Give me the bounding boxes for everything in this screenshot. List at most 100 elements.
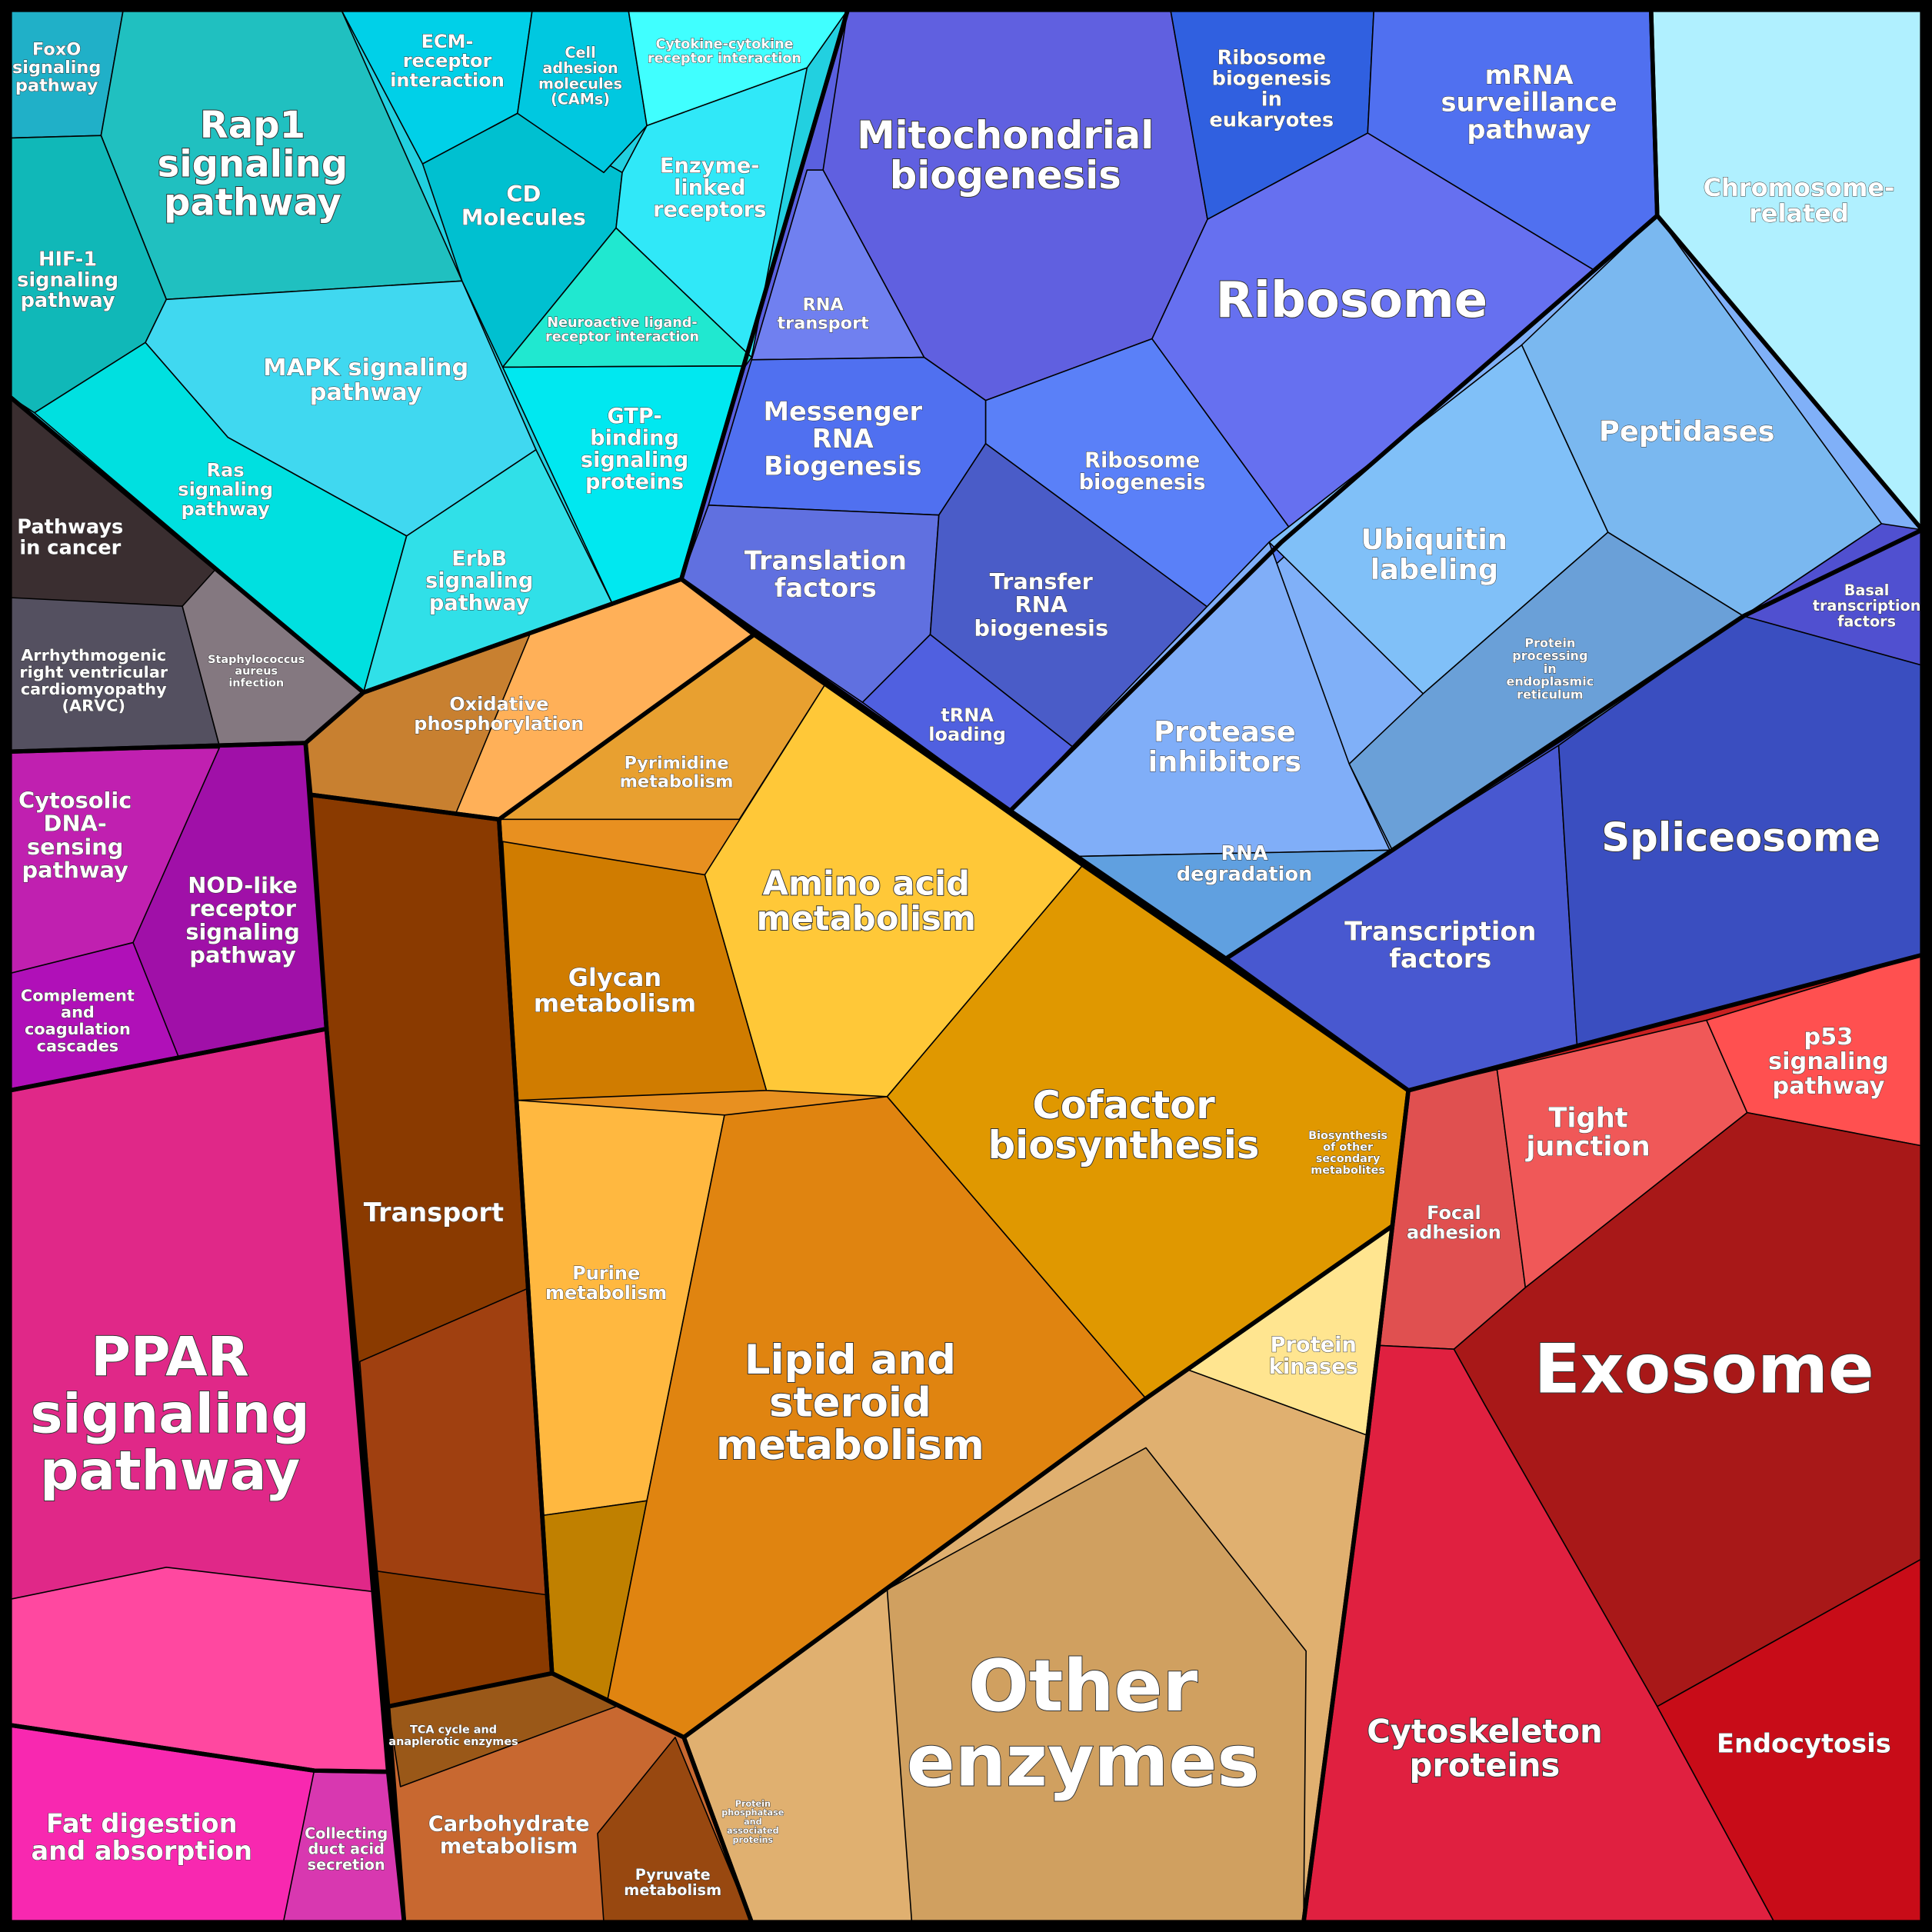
- cell-label: Endocytosis: [1717, 1728, 1891, 1758]
- label-line: linked: [674, 176, 745, 200]
- label-line: pathway: [310, 379, 422, 406]
- label-line: HIF-1: [38, 248, 97, 271]
- label-line: signaling: [1768, 1048, 1889, 1074]
- label-line: pathway: [429, 591, 530, 615]
- cell-label: NOD-like receptor signaling pathway: [185, 872, 300, 968]
- label-line: CD: [506, 181, 541, 207]
- label-line: tRNA: [941, 705, 994, 726]
- label-line: transport: [777, 313, 869, 333]
- label-line: pathway: [22, 857, 129, 883]
- cell-label: Translation factors: [744, 545, 907, 602]
- label-line: pathway: [164, 182, 341, 225]
- label-line: metabolism: [620, 771, 734, 791]
- label-line: proteins: [1410, 1746, 1561, 1784]
- label-line: biogenesis: [974, 615, 1108, 641]
- label-line: factors: [1389, 944, 1491, 974]
- label-line: steroid: [769, 1379, 931, 1426]
- cell-label: RNA transport: [777, 295, 869, 333]
- cell-label: Amino acid metabolism: [757, 864, 976, 938]
- label-line: proteins: [733, 1835, 774, 1845]
- cell-label: Cytosolic DNA-sensing pathway: [18, 787, 132, 883]
- label-line: Cytokine-cytokine: [655, 37, 793, 52]
- label-line: anaplerotic enzymes: [388, 1736, 518, 1748]
- cell-label: Pyruvate metabolism: [624, 1865, 721, 1898]
- label-line: signaling: [12, 58, 101, 78]
- cell-label: Cytoskeleton proteins: [1367, 1713, 1603, 1784]
- label-line: Messenger: [764, 396, 923, 426]
- label-line: reticulum: [1517, 687, 1583, 701]
- label-line: mRNA: [1485, 60, 1574, 90]
- label-line: Ubiquitin: [1361, 523, 1508, 556]
- cell-label: HIF-1 signaling pathway: [17, 248, 118, 312]
- label-line: Ribosome: [1216, 272, 1488, 329]
- label-line: aureus: [235, 665, 278, 678]
- label-line: Peptidases: [1599, 415, 1775, 448]
- label-line: pathway: [182, 498, 271, 520]
- cell-label: Chromosome-related: [1703, 173, 1894, 228]
- label-line: Ribosome: [1217, 47, 1326, 70]
- cell-label: tRNA loading: [928, 705, 1006, 745]
- cell-label: Rap1 signaling pathway: [158, 104, 348, 225]
- label-line: metabolism: [624, 1881, 721, 1899]
- label-line: processing: [1512, 648, 1587, 663]
- label-line: factors: [1837, 612, 1896, 630]
- cell-label: Protein phosphatase and associated proteins: [721, 1799, 784, 1845]
- cell-label: Messenger RNA Biogenesis: [764, 396, 923, 481]
- label-line: phosphatase: [721, 1808, 784, 1818]
- cell: [615, 67, 808, 358]
- label-line: signaling: [158, 142, 348, 185]
- label-line: molecules: [538, 75, 622, 92]
- label-line: associated: [727, 1826, 779, 1836]
- label-line: Fat digestion: [46, 1808, 238, 1838]
- label-line: transcription: [1813, 597, 1921, 615]
- label-line: Transcription: [1344, 916, 1536, 946]
- cell-label: Cell adhesion molecules (CAMs): [538, 44, 622, 108]
- label-line: Exosome: [1534, 1329, 1874, 1408]
- label-line: Chromosome-: [1703, 173, 1894, 202]
- label-line: signaling: [425, 569, 533, 593]
- cell-label: Focal adhesion: [1407, 1202, 1501, 1243]
- label-line: eukaryotes: [1209, 108, 1334, 132]
- cell-label: Ribosome: [1216, 272, 1488, 329]
- cell-label: Enzyme-linked receptors: [653, 154, 766, 222]
- cell-label: ErbB signaling pathway: [425, 547, 533, 615]
- label-line: Cytosolic: [18, 787, 132, 813]
- label-line: Glycan: [568, 963, 662, 992]
- label-line: Other: [968, 1644, 1198, 1727]
- label-line: endoplasmic: [1507, 674, 1594, 688]
- cell-label: Carbohydrate metabolism: [428, 1812, 590, 1858]
- label-line: Pathways: [17, 516, 123, 539]
- label-line: in: [1261, 88, 1282, 111]
- label-line: NOD-like: [188, 872, 298, 898]
- label-line: metabolism: [716, 1421, 984, 1468]
- cell: [886, 1447, 1307, 1923]
- label-line: signaling: [30, 1382, 309, 1445]
- label-line: biogenesis: [890, 153, 1121, 198]
- cell-label: Transport: [364, 1198, 504, 1227]
- label-line: pathway: [189, 942, 296, 968]
- label-line: in: [1544, 661, 1557, 675]
- label-line: related: [1749, 199, 1849, 228]
- label-line: proteins: [585, 470, 684, 494]
- label-line: signaling: [178, 479, 273, 501]
- label-line: Rap1: [200, 104, 305, 147]
- cell-label: Spliceosome: [1601, 815, 1880, 861]
- label-line: metabolism: [545, 1282, 667, 1304]
- label-line: Protein: [735, 1799, 771, 1809]
- label-line: PPAR: [91, 1325, 249, 1388]
- label-line: degradation: [1177, 863, 1313, 886]
- label-line: Endocytosis: [1717, 1728, 1891, 1758]
- label-line: secondary: [1316, 1153, 1381, 1165]
- label-line: (CAMs): [551, 90, 610, 108]
- cell-label: Transfer RNA biogenesis: [974, 568, 1108, 641]
- label-line: Biogenesis: [764, 451, 921, 481]
- label-line: Neuroactive ligand-: [547, 315, 697, 331]
- label-line: factors: [774, 572, 877, 602]
- label-line: biogenesis: [1212, 67, 1331, 90]
- cell-label: Purine metabolism: [545, 1263, 667, 1304]
- cell-label: Oxidative phosphorylation: [414, 694, 584, 734]
- label-line: Biosynthesis: [1308, 1130, 1387, 1142]
- label-line: surveillance: [1441, 87, 1617, 117]
